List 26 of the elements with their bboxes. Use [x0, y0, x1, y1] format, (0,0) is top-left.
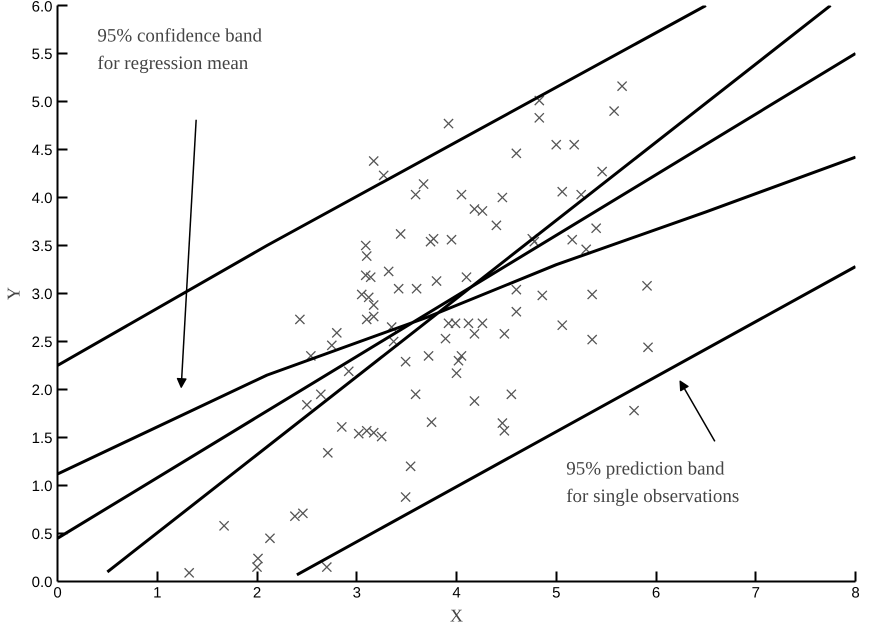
x-tick-label: 3 [352, 584, 361, 602]
y-tick-label: 4.5 [32, 142, 53, 159]
y-tick-label: 1.5 [32, 430, 53, 447]
x-tick-label: 2 [252, 584, 262, 602]
y-tick-label: 1.0 [32, 478, 53, 495]
x-tick-label: 0 [53, 584, 62, 602]
y-tick-label: 4.0 [32, 190, 53, 207]
x-tick-label: 8 [851, 584, 860, 602]
y-axis-title: Y [4, 287, 24, 300]
y-tick-label: 5.0 [32, 94, 53, 111]
x-tick-label: 7 [752, 584, 760, 602]
y-tick-label: 3.5 [32, 238, 53, 255]
annotation: 95% prediction band for single observations [566, 458, 740, 507]
y-tick-label: 2.0 [32, 382, 53, 399]
y-tick-label: 5.5 [32, 46, 53, 63]
x-tick-label: 6 [652, 584, 660, 602]
x-tick-label: 1 [153, 584, 162, 602]
x-tick-label: 4 [452, 584, 461, 602]
x-axis-title: X [450, 606, 463, 626]
y-tick-label: 0.0 [32, 574, 53, 591]
y-tick-label: 3.0 [32, 286, 53, 303]
y-tick-label: 0.5 [32, 526, 53, 543]
annotation: 95% confidence band for regression mean [97, 26, 262, 74]
x-tick-label: 5 [552, 584, 560, 602]
y-tick-label: 2.5 [32, 334, 53, 351]
y-tick-label: 6.0 [32, 0, 53, 16]
